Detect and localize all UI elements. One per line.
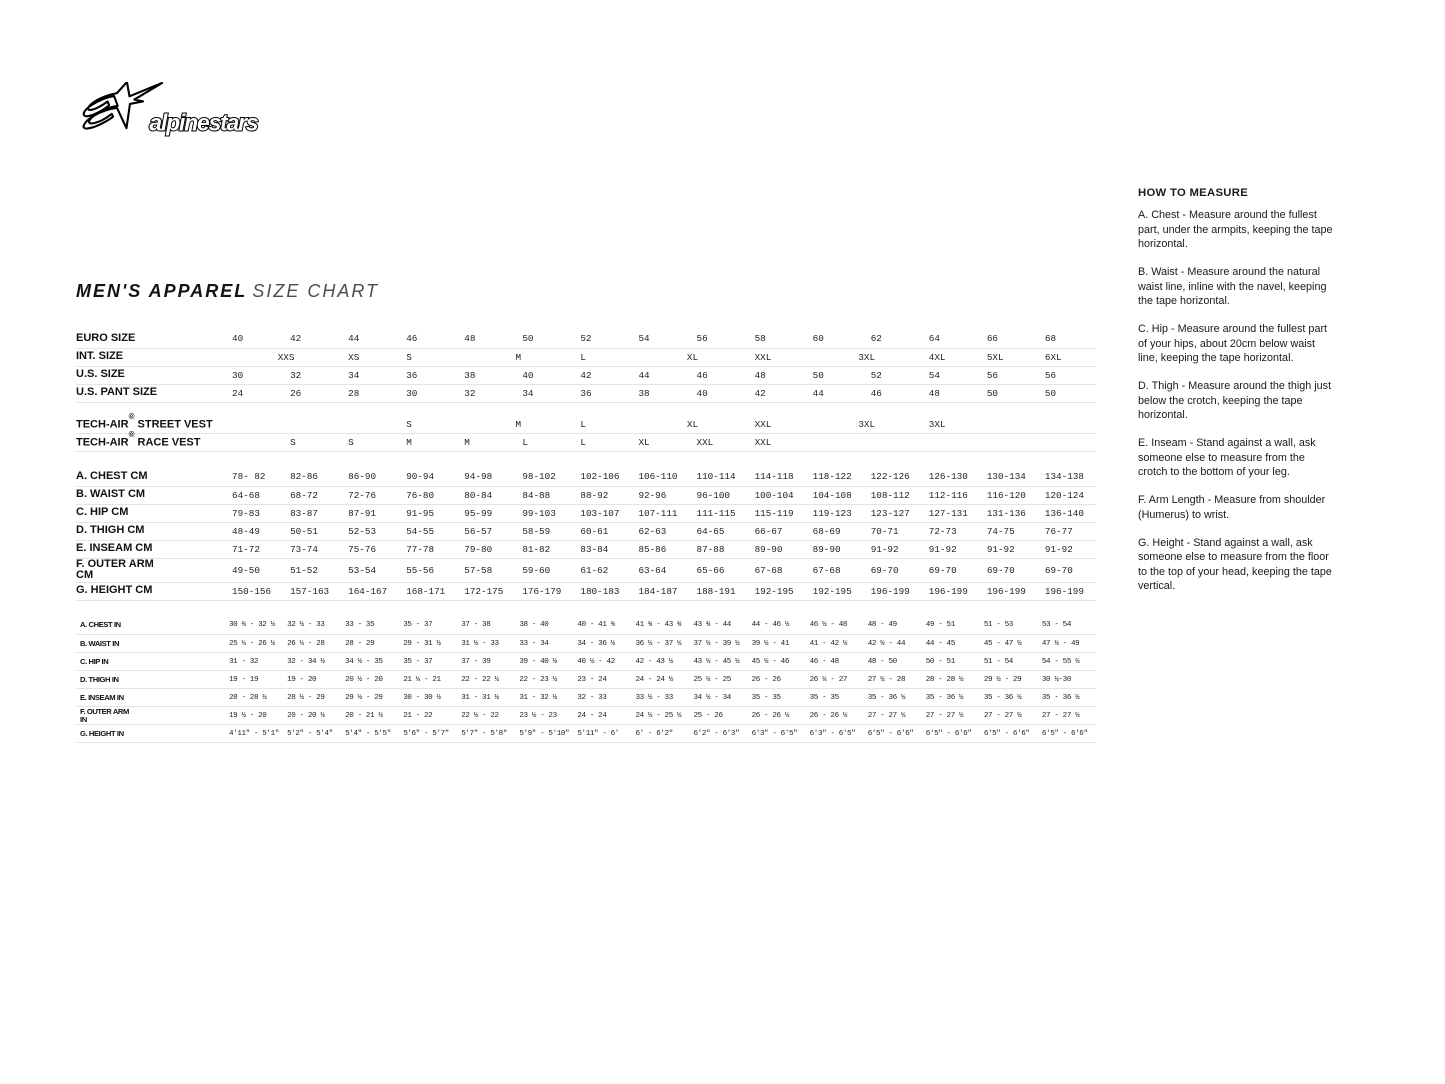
- svg-text:alpinestars: alpinestars: [149, 110, 257, 136]
